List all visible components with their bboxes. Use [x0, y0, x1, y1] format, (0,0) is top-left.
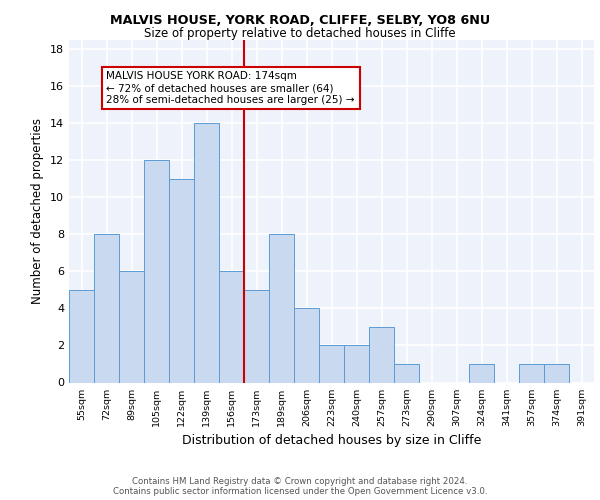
Bar — [294, 308, 319, 382]
Bar — [169, 179, 194, 382]
Bar — [544, 364, 569, 382]
Bar — [344, 346, 369, 383]
Text: MALVIS HOUSE YORK ROAD: 174sqm
← 72% of detached houses are smaller (64)
28% of : MALVIS HOUSE YORK ROAD: 174sqm ← 72% of … — [107, 72, 355, 104]
Y-axis label: Number of detached properties: Number of detached properties — [31, 118, 44, 304]
Bar — [394, 364, 419, 382]
Bar — [244, 290, 269, 382]
Text: Size of property relative to detached houses in Cliffe: Size of property relative to detached ho… — [144, 28, 456, 40]
Bar — [319, 346, 344, 383]
Bar — [469, 364, 494, 382]
Bar — [119, 272, 144, 382]
Text: MALVIS HOUSE, YORK ROAD, CLIFFE, SELBY, YO8 6NU: MALVIS HOUSE, YORK ROAD, CLIFFE, SELBY, … — [110, 14, 490, 26]
Bar — [219, 272, 244, 382]
Text: Contains HM Land Registry data © Crown copyright and database right 2024.
Contai: Contains HM Land Registry data © Crown c… — [113, 476, 487, 496]
X-axis label: Distribution of detached houses by size in Cliffe: Distribution of detached houses by size … — [182, 434, 481, 447]
Bar — [269, 234, 294, 382]
Bar — [369, 327, 394, 382]
Bar — [69, 290, 94, 382]
Bar — [94, 234, 119, 382]
Bar — [144, 160, 169, 382]
Bar — [519, 364, 544, 382]
Bar — [194, 124, 219, 382]
